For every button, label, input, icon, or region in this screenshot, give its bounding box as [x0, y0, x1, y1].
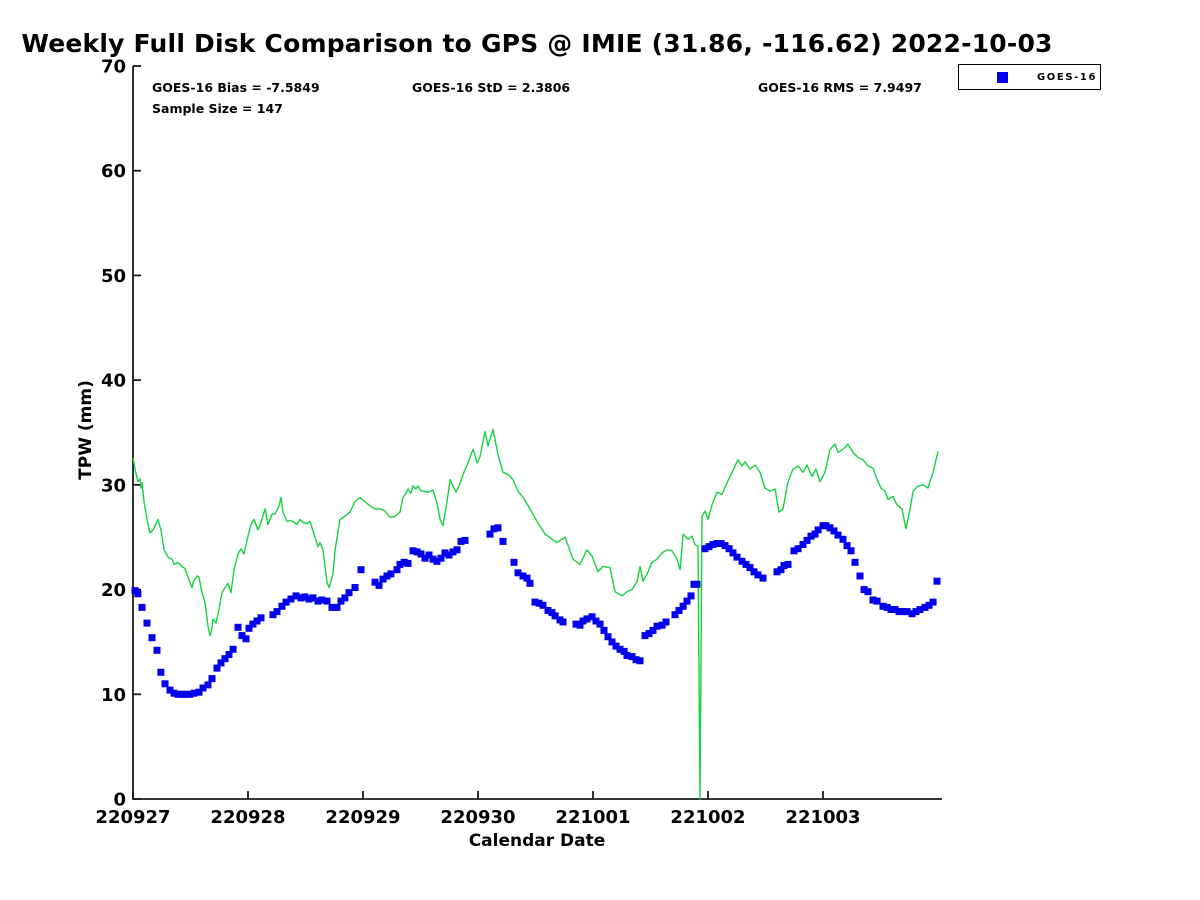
x-axis-ticks: 220927 220928 220929 220930 221001 221002 2210… [95, 791, 861, 828]
chart-title: Weekly Full Disk Comparison to GPS @ IMI… [21, 29, 1053, 58]
stat-rms: GOES-16 RMS = 7.9497 [758, 80, 922, 95]
x-tick-label: 220927 [95, 807, 170, 828]
y-tick-label: 30 [101, 475, 126, 496]
axis-lines [132, 66, 942, 800]
y-tick-label: 60 [101, 161, 126, 182]
x-tick-label: 221002 [670, 807, 745, 828]
stat-std: GOES-16 StD = 2.3806 [412, 80, 571, 95]
square-marker-icon [997, 71, 1008, 83]
stat-bias: GOES-16 Bias = -7.5849 [152, 80, 320, 95]
goes16-points [131, 522, 941, 698]
y-tick-label: 20 [101, 580, 126, 601]
x-tick-label: 220928 [210, 807, 285, 828]
y-axis-ticks: 0 10 20 30 40 50 60 70 [101, 57, 141, 811]
gps-line [132, 428, 939, 800]
y-tick-label: 70 [101, 57, 126, 78]
stat-sample-size: Sample Size = 147 [152, 101, 283, 116]
y-tick-label: 0 [113, 790, 126, 811]
y-axis-label: TPW (mm) [76, 380, 96, 480]
x-tick-label: 220930 [440, 807, 515, 828]
x-axis-label: Calendar Date [468, 831, 606, 851]
y-tick-label: 50 [101, 266, 126, 287]
x-tick-label: 220929 [325, 807, 400, 828]
x-tick-label: 221001 [555, 807, 630, 828]
legend-label: GOES-16 [1037, 71, 1098, 83]
legend: GOES-16 [958, 64, 1101, 90]
x-tick-label: 221003 [785, 807, 860, 828]
y-tick-label: 40 [101, 371, 126, 392]
y-tick-label: 10 [101, 685, 126, 706]
